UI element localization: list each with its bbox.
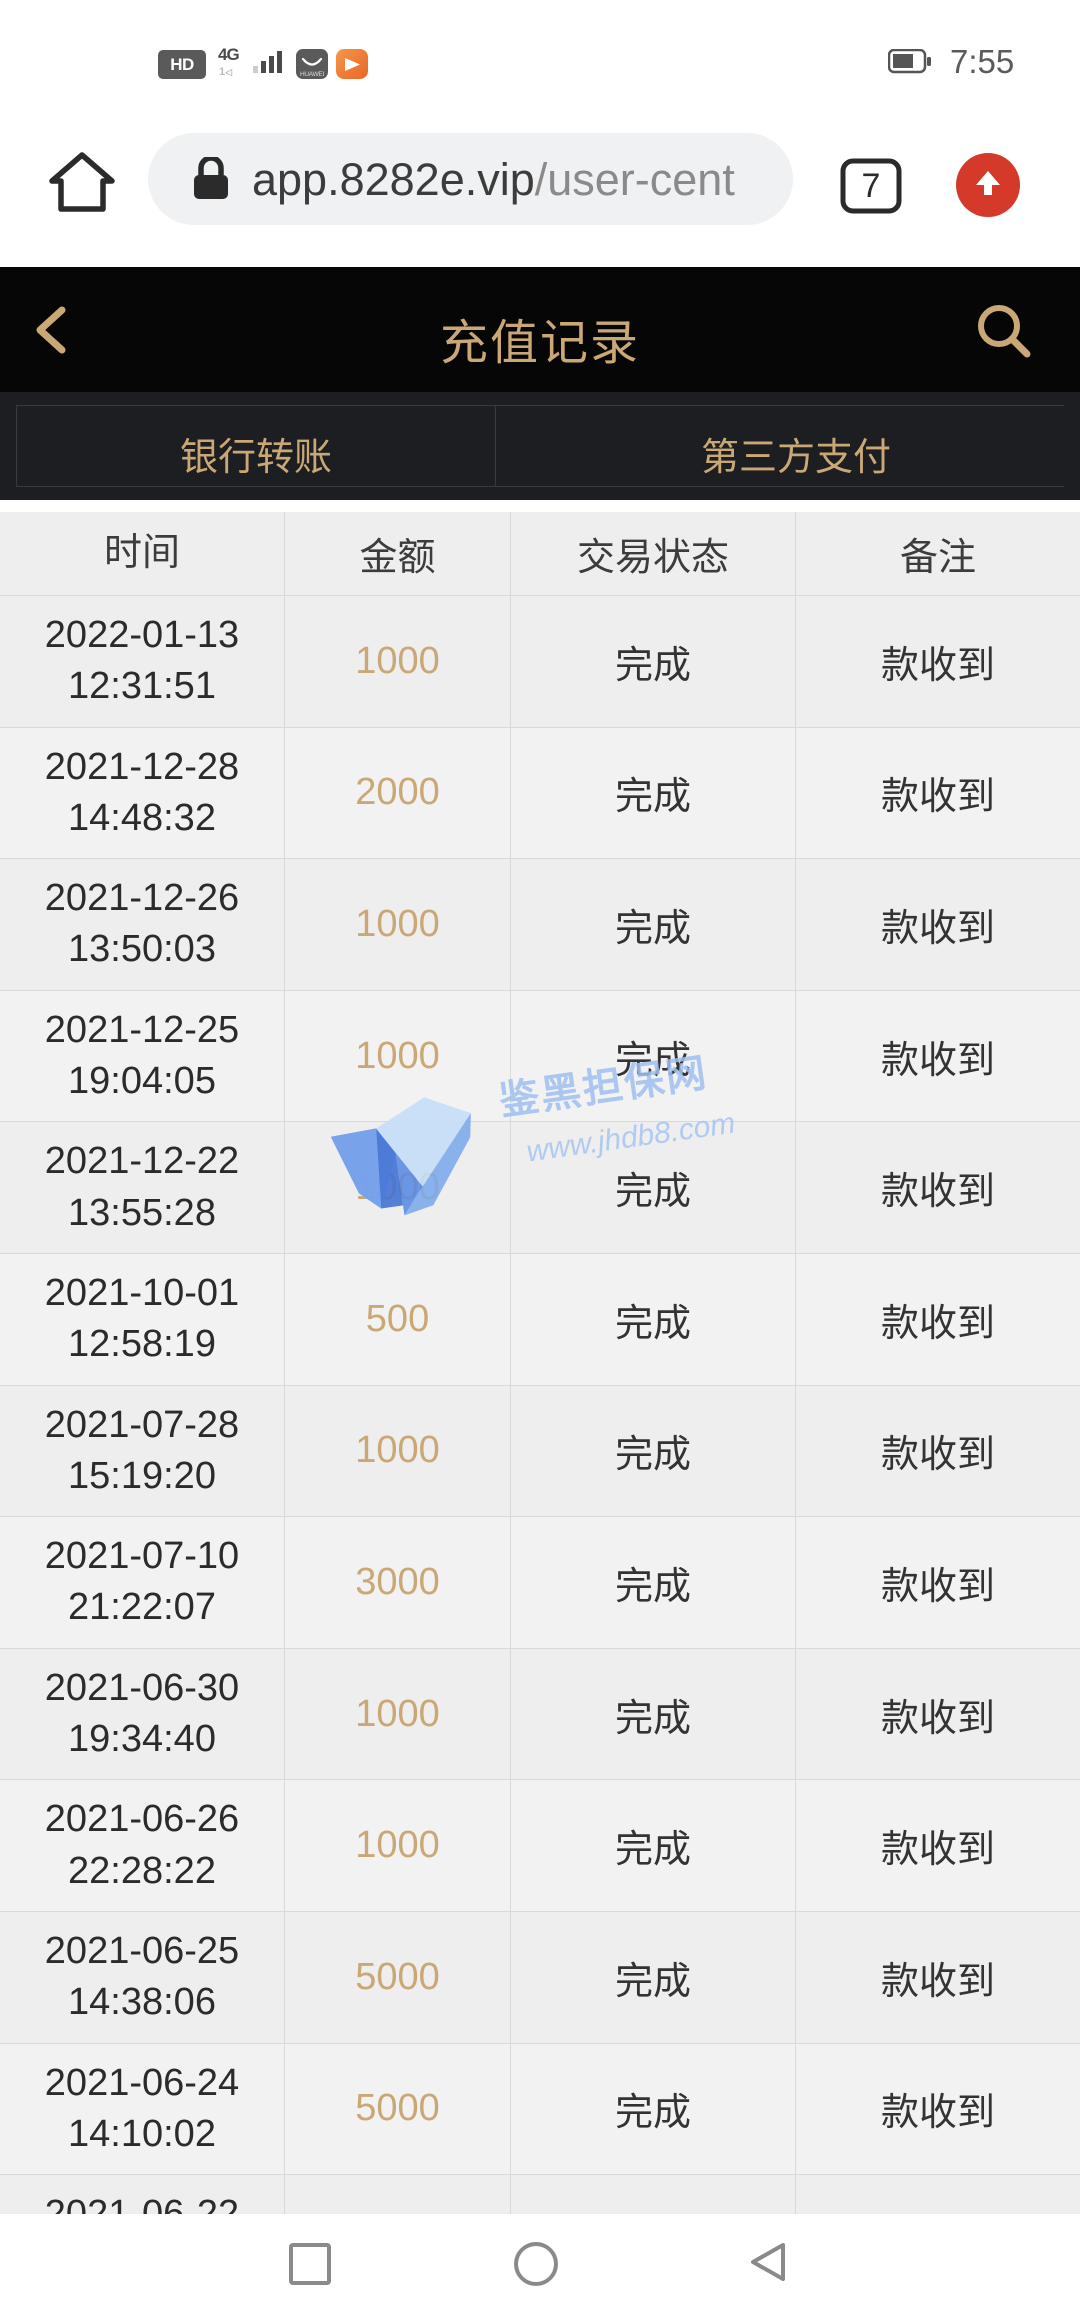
svg-text:7: 7 — [862, 167, 881, 205]
